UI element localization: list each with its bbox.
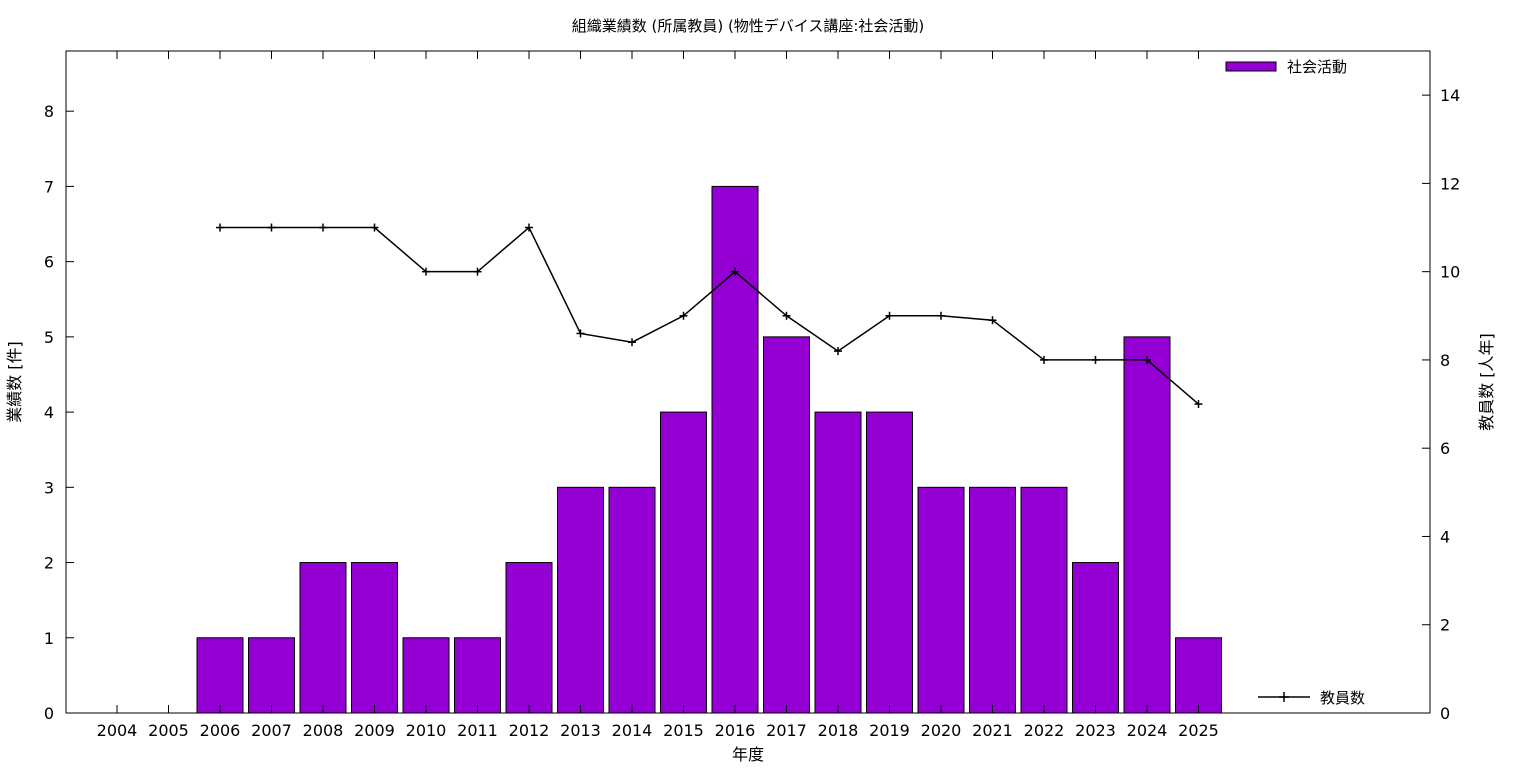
- x-tick-label-2006: 2006: [200, 721, 241, 740]
- staff-point-2007: [267, 223, 276, 232]
- staff-point-2017: [782, 311, 791, 320]
- legend-bar-swatch: [1225, 61, 1277, 72]
- x-tick-label-2012: 2012: [509, 721, 550, 740]
- bar-2009: [351, 562, 398, 714]
- x-tick-label-2021: 2021: [972, 721, 1013, 740]
- x-tick-label-2018: 2018: [818, 721, 859, 740]
- staff-line-path: [220, 226, 1199, 405]
- bar-2025: [1175, 637, 1222, 714]
- y-tick-label-1: 1: [44, 629, 54, 648]
- bar-2012: [505, 562, 553, 714]
- staff-point-2010: [422, 267, 430, 276]
- staff-point-2013: [576, 329, 585, 338]
- y2-tick-label-4: 4: [1440, 527, 1450, 546]
- bar-2021: [969, 486, 1016, 714]
- y-tick-label-6: 6: [44, 253, 54, 272]
- staff-point-2015: [679, 311, 688, 320]
- bar-2007: [248, 637, 295, 714]
- staff-line: [216, 223, 1203, 409]
- x-tick-label-2020: 2020: [921, 721, 962, 740]
- y2-tick-label-0: 0: [1440, 704, 1450, 723]
- bar-2010: [402, 637, 450, 714]
- legend-line-label: 教員数: [1320, 689, 1365, 707]
- y-tick-label-3: 3: [44, 478, 54, 497]
- bars: [196, 185, 1222, 714]
- bar-2008: [299, 562, 347, 714]
- bar-2019: [866, 411, 913, 714]
- staff-point-2022: [1040, 355, 1048, 364]
- bar-2024: [1123, 336, 1171, 714]
- x-tick-label-2005: 2005: [148, 721, 189, 740]
- staff-point-2014: [628, 338, 636, 347]
- x-tick-label-2014: 2014: [612, 721, 653, 740]
- y2-tick-label-6: 6: [1440, 439, 1450, 458]
- x-tick-label-2009: 2009: [354, 721, 395, 740]
- x-tick-label-2010: 2010: [406, 721, 447, 740]
- x-tick-label-2022: 2022: [1024, 721, 1065, 740]
- bar-2020: [917, 486, 965, 714]
- bar-2023: [1072, 562, 1119, 714]
- x-tick-label-2008: 2008: [303, 721, 344, 740]
- x-tick-label-2011: 2011: [457, 721, 498, 740]
- staff-point-2016: [731, 267, 739, 276]
- y2-tick-label-10: 10: [1440, 263, 1460, 282]
- bar-2013: [557, 486, 604, 714]
- y-axis-label: 業績数 [件]: [5, 341, 24, 423]
- y2-tick-label-8: 8: [1440, 351, 1450, 370]
- y2-tick-label-14: 14: [1440, 86, 1460, 105]
- chart-title: 組織業績数 (所属教員) (物性デバイス講座:社会活動): [572, 17, 925, 35]
- y2-tick-label-12: 12: [1440, 174, 1460, 193]
- bar-2016: [711, 185, 759, 714]
- staff-point-2006: [216, 223, 224, 232]
- x-tick-label-2015: 2015: [663, 721, 704, 740]
- staff-point-2019: [885, 311, 894, 320]
- staff-point-2012: [525, 223, 533, 232]
- y-tick-label-4: 4: [44, 403, 54, 422]
- x-tick-label-2024: 2024: [1127, 721, 1168, 740]
- bar-2015: [660, 411, 707, 714]
- y2-tick-label-2: 2: [1440, 616, 1450, 635]
- plot-frame: [65, 50, 1431, 714]
- y-tick-label-2: 2: [44, 554, 54, 573]
- staff-point-2025: [1194, 400, 1203, 409]
- y-tick-label-8: 8: [44, 102, 54, 121]
- x-tick-label-2007: 2007: [251, 721, 292, 740]
- staff-point-2020: [937, 311, 945, 320]
- y-tick-label-0: 0: [44, 704, 54, 723]
- bar-2018: [814, 411, 862, 714]
- legend-bar: 社会活動: [1225, 58, 1347, 76]
- x-tick-label-2019: 2019: [869, 721, 910, 740]
- x-tick-label-2017: 2017: [766, 721, 807, 740]
- x-tick-label-2023: 2023: [1075, 721, 1116, 740]
- staff-point-2009: [370, 223, 379, 232]
- staff-point-2018: [834, 347, 842, 356]
- legend-bar-label: 社会活動: [1287, 58, 1347, 76]
- staff-point-2024: [1143, 355, 1151, 364]
- staff-point-2023: [1091, 355, 1100, 364]
- x-tick-label-2004: 2004: [97, 721, 138, 740]
- staff-point-2021: [988, 316, 997, 325]
- bar-2011: [454, 637, 501, 714]
- x-tick-label-2013: 2013: [560, 721, 601, 740]
- bar-2022: [1020, 486, 1068, 714]
- y-tick-label-5: 5: [44, 328, 54, 347]
- y-tick-label-7: 7: [44, 177, 54, 196]
- x-tick-label-2016: 2016: [715, 721, 756, 740]
- y2-axis-label: 教員数 [人年]: [1477, 333, 1496, 431]
- legend-line: 教員数: [1258, 689, 1365, 707]
- staff-point-2011: [473, 267, 482, 276]
- x-tick-label-2025: 2025: [1178, 721, 1219, 740]
- bar-2014: [608, 486, 656, 714]
- x-axis-label: 年度: [732, 745, 764, 764]
- staff-point-2008: [319, 223, 327, 232]
- bar-2017: [763, 336, 810, 714]
- bar-2006: [196, 637, 244, 714]
